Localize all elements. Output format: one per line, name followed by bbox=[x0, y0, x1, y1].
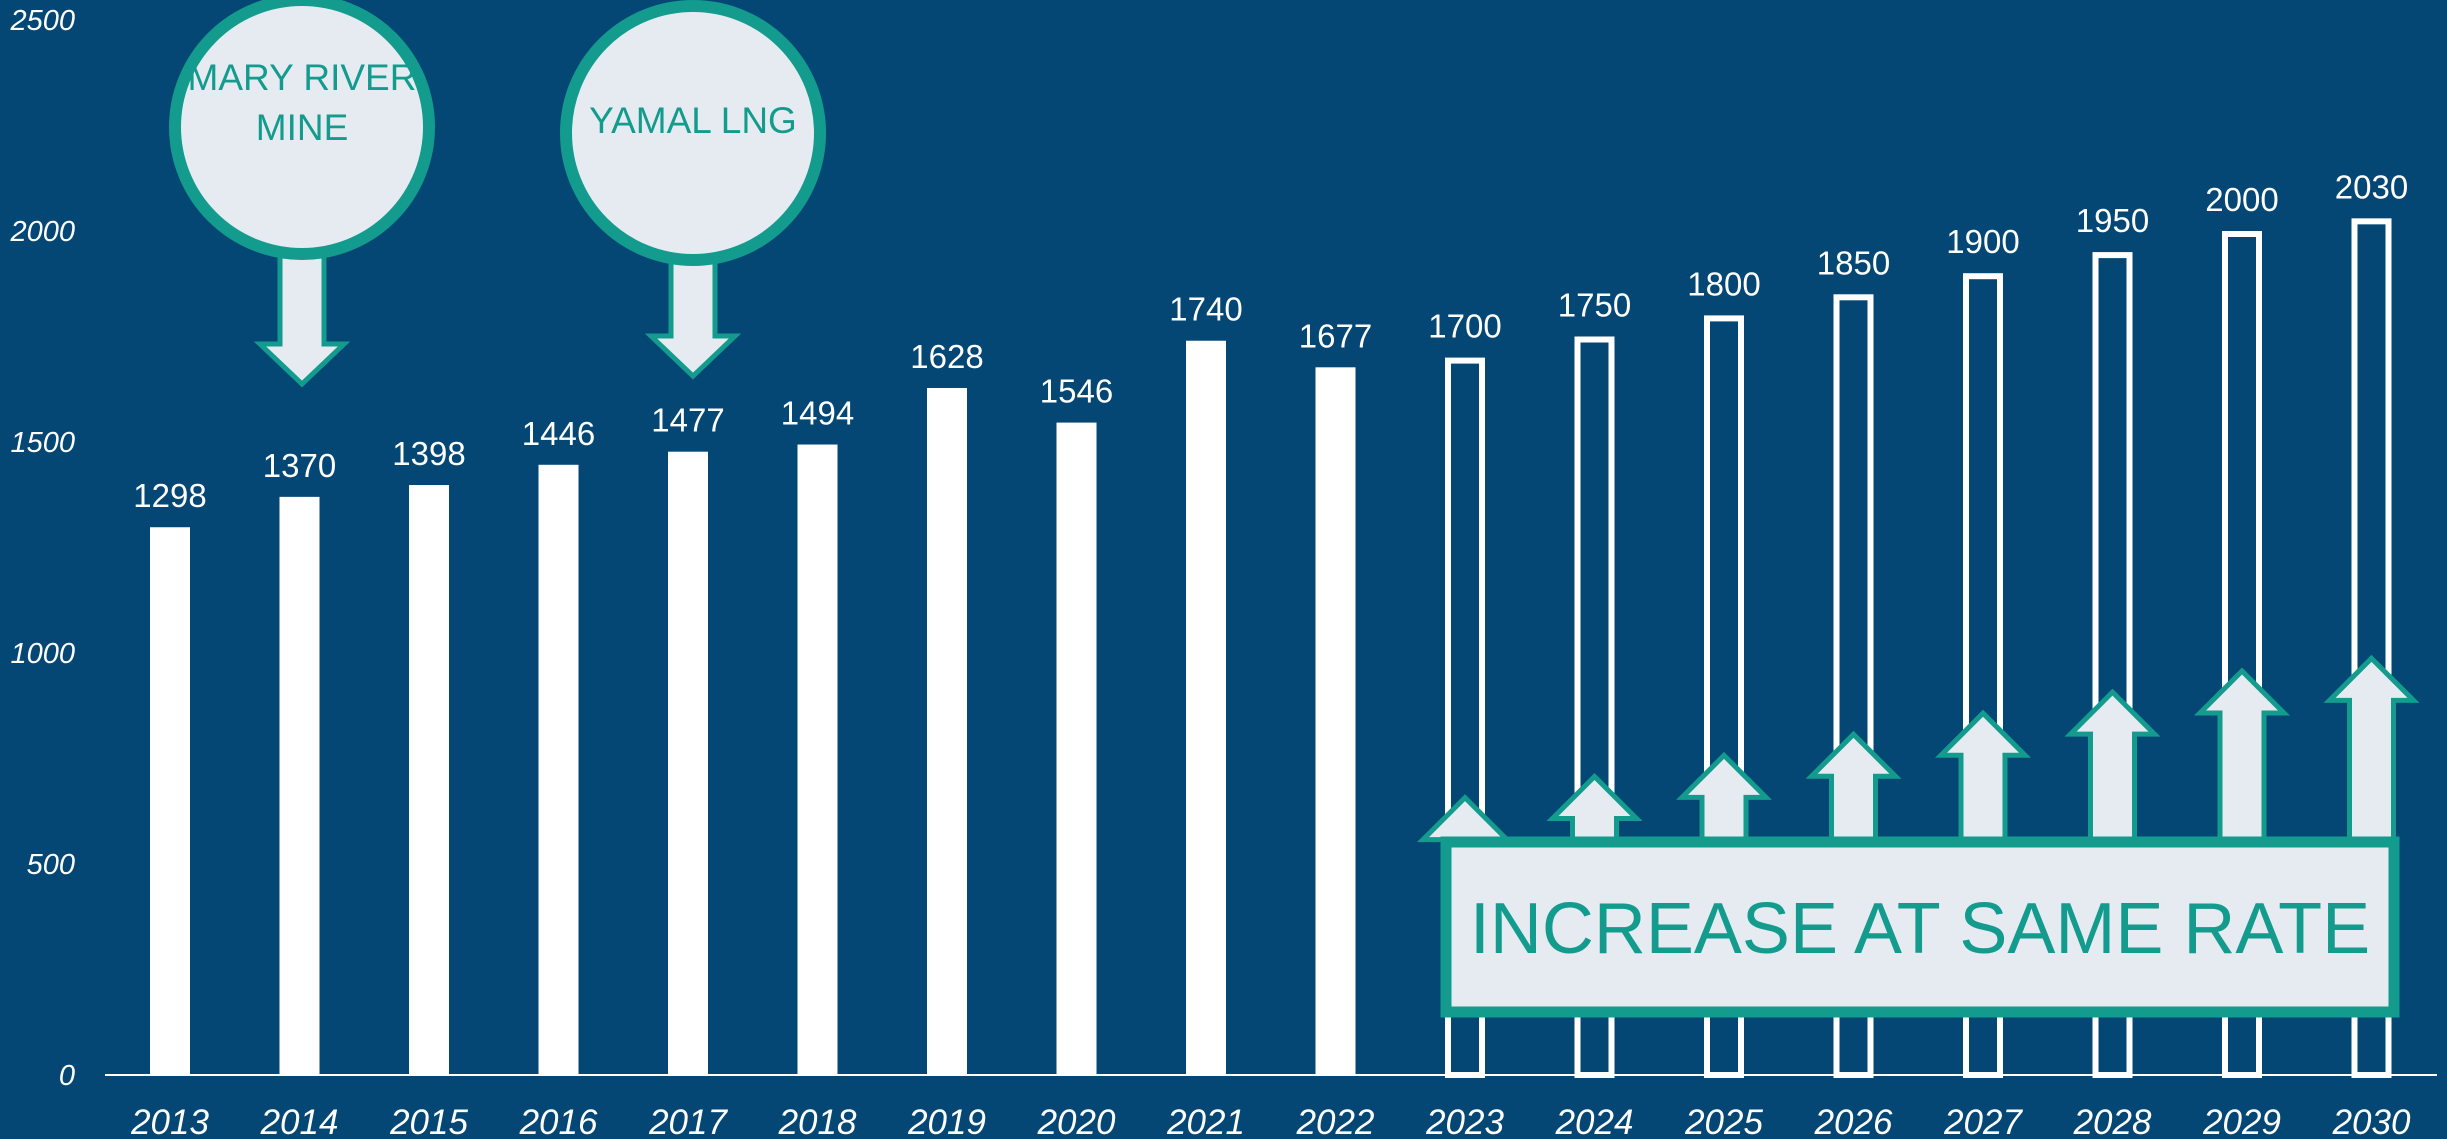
banner-text: INCREASE AT SAME RATE bbox=[1470, 889, 2370, 969]
bar bbox=[1316, 367, 1356, 1075]
y-tick-label: 1500 bbox=[10, 427, 75, 459]
data-label: 1740 bbox=[1169, 291, 1242, 328]
bar bbox=[798, 445, 838, 1075]
data-label: 1370 bbox=[263, 447, 336, 484]
data-label: 1298 bbox=[133, 477, 206, 514]
data-label: 1700 bbox=[1428, 308, 1501, 345]
callout-label: YAMAL LNG bbox=[589, 100, 797, 141]
callout-label: MINE bbox=[256, 107, 349, 148]
x-tick-label: 2016 bbox=[519, 1103, 598, 1139]
data-label: 1950 bbox=[2076, 202, 2149, 239]
y-tick-label: 500 bbox=[27, 849, 75, 881]
data-label: 1750 bbox=[1558, 287, 1631, 324]
bar bbox=[150, 527, 190, 1075]
x-tick-label: 2028 bbox=[2073, 1103, 2152, 1139]
x-tick-label: 2022 bbox=[1296, 1103, 1375, 1139]
y-tick-label: 1000 bbox=[10, 638, 75, 670]
y-tick-label: 2500 bbox=[9, 5, 75, 37]
x-tick-label: 2021 bbox=[1166, 1103, 1245, 1139]
x-tick-label: 2024 bbox=[1555, 1103, 1634, 1139]
bar bbox=[539, 465, 579, 1075]
data-label: 2030 bbox=[2335, 168, 2408, 205]
x-tick-label: 2029 bbox=[2202, 1103, 2281, 1139]
x-tick-label: 2014 bbox=[260, 1103, 339, 1139]
x-tick-label: 2013 bbox=[130, 1103, 209, 1139]
x-tick-label: 2026 bbox=[1814, 1103, 1893, 1139]
data-label: 1850 bbox=[1817, 244, 1890, 281]
bar bbox=[280, 497, 320, 1075]
x-tick-label: 2019 bbox=[907, 1103, 986, 1139]
data-label: 1446 bbox=[522, 415, 595, 452]
bar bbox=[668, 452, 708, 1075]
data-label: 1477 bbox=[651, 402, 724, 439]
bar bbox=[409, 485, 449, 1075]
callout-label: MARY RIVER bbox=[188, 57, 417, 98]
data-label: 1677 bbox=[1299, 317, 1372, 354]
data-label: 1628 bbox=[910, 338, 983, 375]
x-tick-label: 2017 bbox=[648, 1103, 728, 1139]
y-tick-label: 0 bbox=[59, 1060, 75, 1092]
x-tick-label: 2027 bbox=[1943, 1103, 2023, 1139]
bar bbox=[1057, 423, 1097, 1075]
bar bbox=[927, 388, 967, 1075]
y-tick-label: 2000 bbox=[9, 216, 75, 248]
x-tick-label: 2023 bbox=[1425, 1103, 1504, 1139]
data-label: 1546 bbox=[1040, 373, 1113, 410]
increase-banner: INCREASE AT SAME RATE bbox=[1446, 842, 2394, 1012]
data-label: 1398 bbox=[392, 435, 465, 472]
x-tick-label: 2018 bbox=[778, 1103, 857, 1139]
x-tick-label: 2025 bbox=[1684, 1103, 1763, 1139]
data-label: 1800 bbox=[1687, 265, 1760, 302]
data-label: 2000 bbox=[2205, 181, 2278, 218]
x-tick-label: 2020 bbox=[1037, 1103, 1116, 1139]
bar bbox=[1186, 341, 1226, 1075]
data-label: 1900 bbox=[1946, 223, 2019, 260]
x-tick-label: 2030 bbox=[2332, 1103, 2411, 1139]
data-label: 1494 bbox=[781, 395, 854, 432]
x-tick-label: 2015 bbox=[389, 1103, 468, 1139]
